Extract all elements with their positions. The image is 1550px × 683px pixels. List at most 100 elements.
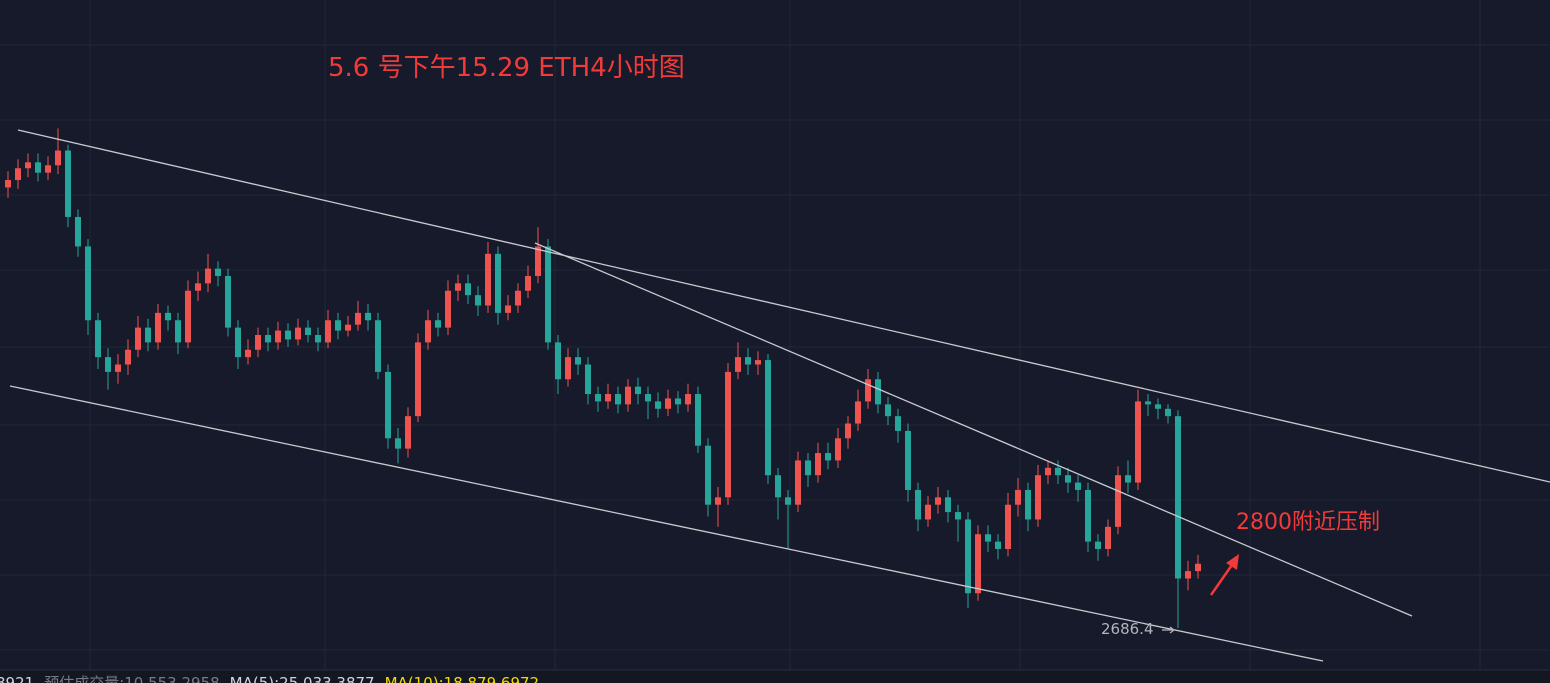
candle-body bbox=[795, 460, 801, 505]
candle-body bbox=[545, 246, 551, 343]
candle-body bbox=[175, 320, 181, 343]
candle-body bbox=[825, 453, 831, 461]
candle-body bbox=[775, 475, 781, 498]
candle-body bbox=[265, 335, 271, 343]
arrow-head bbox=[1226, 554, 1239, 570]
candle-body bbox=[695, 394, 701, 446]
candle-body bbox=[195, 283, 201, 291]
candle-body bbox=[995, 541, 1001, 549]
candle-body bbox=[815, 453, 821, 476]
annotation: 2800附近压制 bbox=[1236, 510, 1380, 535]
candle-body bbox=[1155, 404, 1161, 409]
candle-body bbox=[895, 416, 901, 431]
candle-body bbox=[605, 394, 611, 402]
candle-body bbox=[865, 379, 871, 402]
candle-body bbox=[885, 404, 891, 417]
trend-line bbox=[17, 129, 1550, 483]
candle-body bbox=[425, 320, 431, 343]
candle-body bbox=[45, 165, 51, 173]
candle-body bbox=[835, 438, 841, 461]
low-arrow bbox=[1162, 626, 1175, 634]
candle-body bbox=[255, 335, 261, 350]
candle-body bbox=[1105, 526, 1111, 549]
candle-body bbox=[305, 327, 311, 335]
candle-body bbox=[1165, 408, 1171, 417]
arrow-shaft bbox=[1209, 561, 1236, 596]
candle-body bbox=[375, 320, 381, 372]
candle-body bbox=[1115, 475, 1121, 527]
candle-body bbox=[95, 320, 101, 358]
candle-body bbox=[445, 290, 451, 328]
candle-body bbox=[225, 275, 231, 328]
candle-body bbox=[455, 283, 461, 291]
candle-body bbox=[205, 268, 211, 284]
candle-body bbox=[975, 534, 981, 594]
candle-body bbox=[1075, 482, 1081, 490]
candle-body bbox=[1005, 504, 1011, 549]
candle-body bbox=[785, 497, 791, 505]
status-items: 8921 预估成交量:10,553.2958 MA(5):25,033.3877 MA… bbox=[0, 674, 539, 683]
candle-body bbox=[925, 504, 931, 520]
candle-body bbox=[805, 460, 811, 476]
candle-body bbox=[1055, 467, 1061, 476]
candle-body bbox=[515, 290, 521, 306]
status-item: MA(5):25,033.3877 bbox=[230, 674, 375, 683]
candle-body bbox=[435, 320, 441, 328]
candle-body bbox=[365, 312, 371, 321]
candle-body bbox=[685, 394, 691, 405]
candle-body bbox=[845, 423, 851, 439]
candle-body bbox=[475, 295, 481, 306]
candle-body bbox=[565, 357, 571, 380]
candle-body bbox=[215, 268, 221, 276]
candle-body bbox=[115, 364, 121, 372]
candle-body bbox=[1175, 416, 1181, 579]
candle-body bbox=[665, 398, 671, 409]
candle-body bbox=[935, 497, 941, 505]
candle-body bbox=[35, 162, 41, 173]
candle-body bbox=[395, 438, 401, 449]
candle-body bbox=[555, 342, 561, 380]
candle-body bbox=[765, 360, 771, 476]
candle-body bbox=[1035, 475, 1041, 520]
candle-body bbox=[5, 180, 11, 188]
candle-body bbox=[1045, 467, 1051, 476]
candle-body bbox=[595, 394, 601, 402]
candle-body bbox=[355, 312, 361, 325]
status-item: 8921 bbox=[0, 674, 34, 683]
candle-body bbox=[235, 327, 241, 358]
candle-body bbox=[525, 275, 531, 291]
candle-body bbox=[705, 445, 711, 505]
candle-body bbox=[905, 430, 911, 490]
candle-body bbox=[85, 246, 91, 321]
candle-body bbox=[1085, 489, 1091, 542]
candle-body bbox=[1065, 475, 1071, 483]
candle-body bbox=[125, 349, 131, 365]
candle-body bbox=[485, 253, 491, 306]
candles bbox=[5, 128, 1201, 629]
candle-body bbox=[985, 534, 991, 542]
candle-body bbox=[245, 349, 251, 358]
status-bar bbox=[0, 670, 1550, 683]
candle-body bbox=[955, 512, 961, 520]
candle-body bbox=[135, 327, 141, 350]
candle-body bbox=[345, 324, 351, 331]
candle-body bbox=[315, 335, 321, 343]
candle-body bbox=[325, 320, 331, 343]
candle-body bbox=[25, 162, 31, 169]
candle-body bbox=[535, 246, 541, 276]
trend-lines bbox=[9, 129, 1550, 662]
candle-body bbox=[385, 371, 391, 439]
candle-body bbox=[1185, 571, 1191, 579]
candle-body bbox=[945, 497, 951, 513]
candle-body bbox=[585, 364, 591, 395]
status-item: 预估成交量:10,553.2958 bbox=[44, 674, 219, 683]
candle-body bbox=[855, 401, 861, 424]
candle-body bbox=[1015, 489, 1021, 505]
candle-body bbox=[615, 394, 621, 405]
candle-body bbox=[625, 386, 631, 405]
candle-body bbox=[415, 342, 421, 417]
candle-body bbox=[405, 416, 411, 449]
trend-line bbox=[9, 385, 1324, 662]
